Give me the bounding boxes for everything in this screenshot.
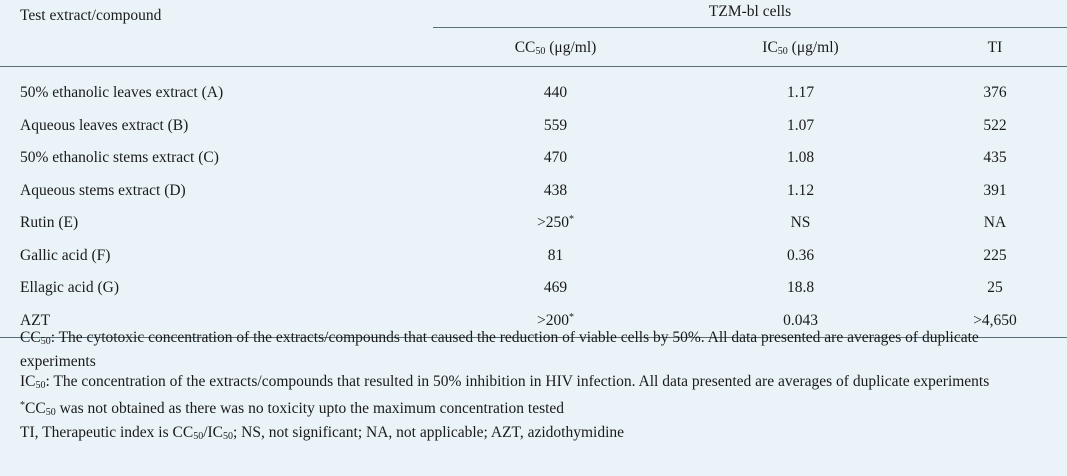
row-name: 50% ethanolic stems extract (C): [20, 149, 219, 167]
table-row: Aqueous stems extract (D) 438 1.12 391: [0, 175, 1067, 208]
row-cc50: 559: [543, 116, 568, 134]
row-name: Rutin (E): [20, 214, 79, 232]
row-name: AZT: [20, 311, 51, 329]
footnote-cc50: CC50: The cytotoxic concentration of the…: [20, 329, 979, 370]
header-cc50: CC50 (μg/ml): [514, 39, 597, 57]
row-name: 50% ethanolic leaves extract (A): [20, 84, 224, 102]
table-footnotes: CC50: The cytotoxic concentration of the…: [20, 328, 1055, 447]
row-cc50: 470: [543, 149, 568, 167]
table-row: AZT >200* 0.043 >4,650: [0, 305, 1067, 338]
row-ti: 435: [983, 149, 1007, 167]
row-ic50: NS: [790, 214, 811, 232]
table-row: Ellagic acid (G) 469 18.8 25: [0, 272, 1067, 305]
row-cc50: 469: [543, 279, 568, 297]
row-cc50: >200*: [537, 311, 574, 329]
header-row-group: Test extract/compound TZM-bl cells: [0, 0, 1067, 30]
row-name: Ellagic acid (G): [20, 279, 119, 297]
row-ti: 25: [987, 279, 1003, 297]
row-cc50: 81: [547, 246, 564, 264]
table-row: 50% ethanolic stems extract (C) 470 1.08…: [0, 142, 1067, 175]
row-ti: 225: [983, 246, 1007, 264]
row-cc50: >250*: [537, 214, 574, 232]
row-name: Aqueous stems extract (D): [20, 181, 186, 199]
row-cc50: 438: [543, 181, 568, 199]
row-ti: >4,650: [973, 311, 1017, 329]
header-cell-group: TZM-bl cells: [433, 0, 1067, 30]
header-ti: TI: [987, 39, 1003, 56]
row-ic50: 1.12: [786, 181, 815, 199]
footnote-ic50: IC50: The concentration of the extracts/…: [20, 373, 990, 391]
table-row: Aqueous leaves extract (B) 559 1.07 522: [0, 110, 1067, 143]
row-ic50: 1.07: [786, 116, 815, 134]
row-ti: 376: [983, 84, 1007, 102]
row-ti: 391: [983, 181, 1007, 199]
header-row-columns: CC50 (μg/ml) IC50 (μg/ml) TI: [0, 30, 1067, 67]
table-row: Rutin (E) >250* NS NA: [0, 207, 1067, 240]
row-ic50: 0.043: [783, 311, 818, 329]
row-ti: 522: [983, 116, 1007, 134]
row-ic50: 18.8: [786, 279, 815, 297]
footnote-abbreviations: TI, Therapeutic index is CC50/IC50; NS, …: [20, 424, 625, 442]
header-test-extract: Test extract/compound: [20, 7, 162, 24]
row-name: Gallic acid (F): [20, 246, 111, 264]
row-name: Aqueous leaves extract (B): [20, 116, 189, 134]
table-row: Gallic acid (F) 81 0.36 225: [0, 240, 1067, 273]
header-group-label: TZM-bl cells: [433, 3, 1067, 28]
footnote-asterisk: *CC50 was not obtained as there was no t…: [20, 400, 565, 418]
row-cc50: 440: [543, 84, 568, 102]
row-ic50: 1.17: [786, 84, 815, 102]
row-ic50: 0.36: [786, 246, 815, 264]
row-ic50: 1.08: [786, 149, 815, 167]
results-table: Test extract/compound TZM-bl cells CC50 …: [0, 0, 1067, 338]
row-ti: NA: [983, 214, 1007, 232]
table-row: 50% ethanolic leaves extract (A) 440 1.1…: [0, 67, 1067, 110]
header-ic50: IC50 (μg/ml): [762, 39, 839, 57]
